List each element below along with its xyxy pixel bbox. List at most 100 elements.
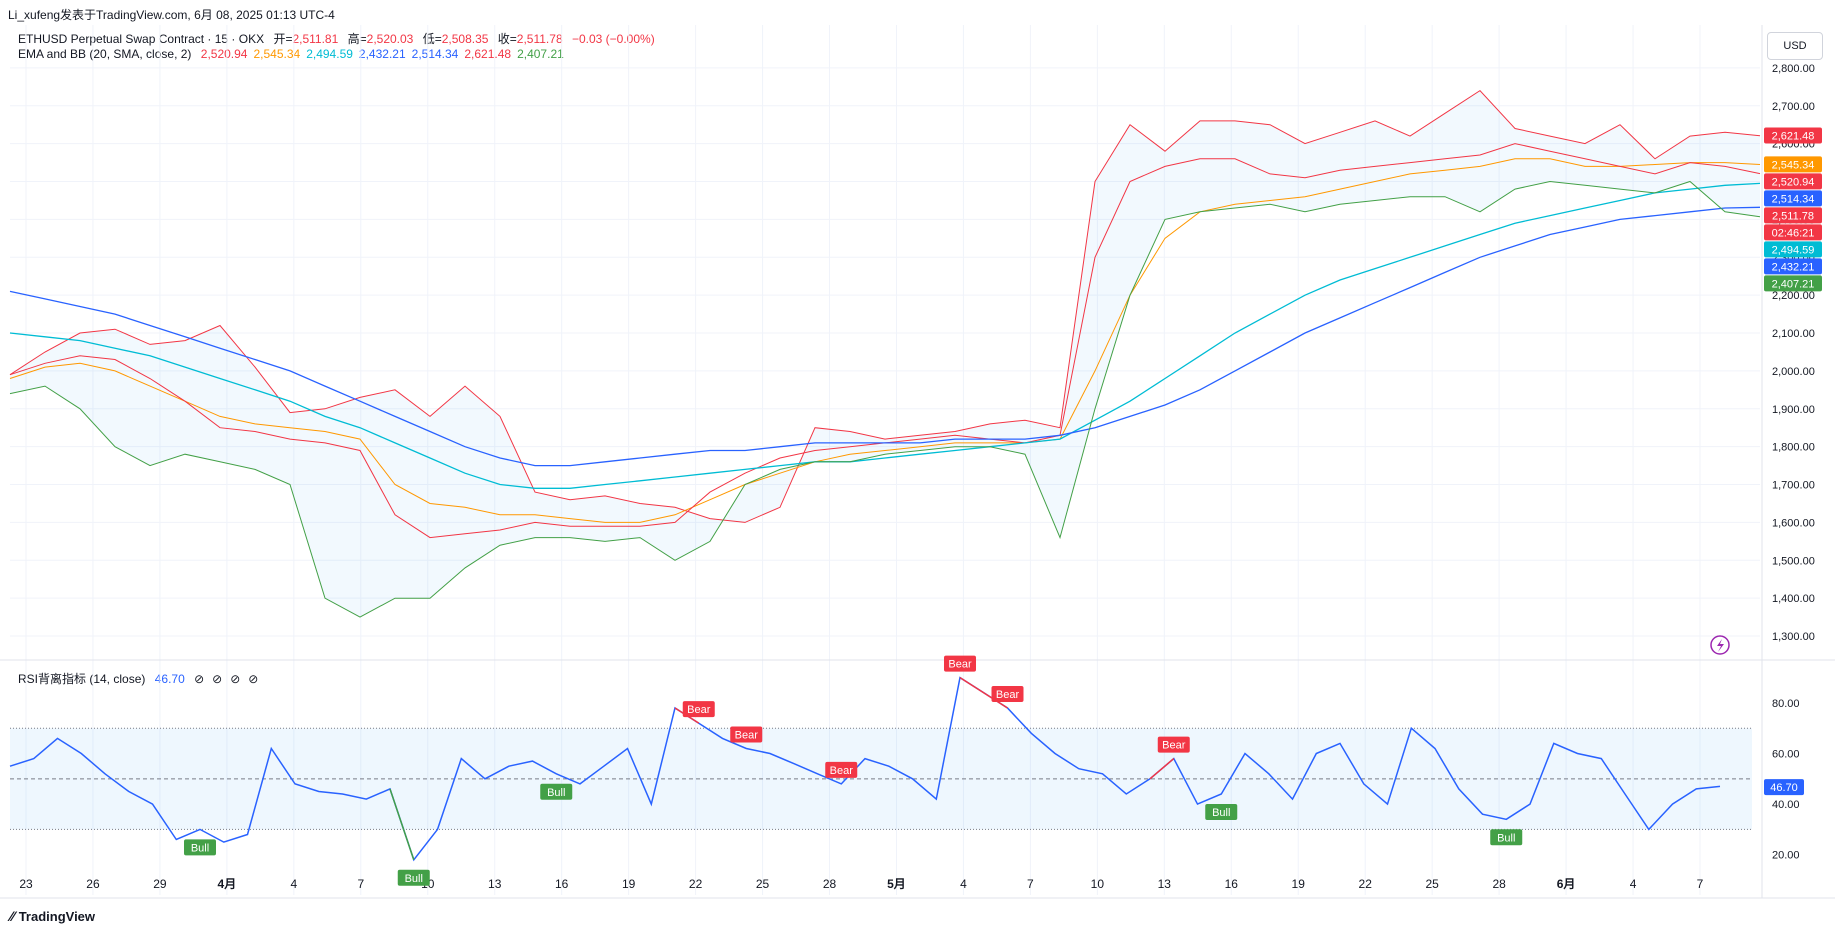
time-axis-label: 19: [622, 877, 636, 891]
signal-badge-bg: [540, 783, 573, 800]
rsi-line: [9, 676, 1721, 862]
bear-label: Bear: [730, 726, 763, 743]
price-badge: 2,511.78: [1764, 207, 1822, 224]
bear-divergence-line: [1149, 758, 1175, 780]
price-axis-label: 2,000.00: [1772, 366, 1815, 378]
price-badge-bg: [1764, 275, 1822, 292]
signal-badge-text: Bear: [830, 765, 854, 777]
signal-badge-text: Bull: [1212, 807, 1230, 819]
signal-badge-bg: [1205, 804, 1238, 820]
time-axis-label: 23: [19, 877, 33, 891]
signal-badge-text: Bull: [547, 787, 565, 799]
bb-lower-line: [9, 180, 1761, 618]
tradingview-brand: TradingView: [18, 908, 96, 924]
change-value: −0.03 (−0.00%): [571, 32, 655, 46]
open-number: 2,511.81: [292, 32, 339, 46]
hidden-icon[interactable]: ⊘: [230, 672, 241, 686]
bull-label: Bull: [184, 839, 216, 856]
price-badge-bg: [1764, 258, 1822, 275]
time-axis-label: 16: [1225, 877, 1239, 891]
price-badge-text: 02:46:21: [1772, 227, 1815, 239]
bull-label: Bull: [540, 783, 573, 800]
price-badge: 2,407.21: [1764, 275, 1822, 292]
hidden-icon[interactable]: ⊘: [194, 672, 205, 686]
ema-cyan-line: [9, 182, 1761, 489]
time-axis-label: 29: [153, 877, 167, 891]
close-number: 2,511.78: [516, 32, 563, 46]
price-axis-label: 2,200.00: [1772, 290, 1815, 302]
time-axis-label: 25: [1425, 877, 1439, 891]
time-axis-label: 4: [290, 877, 297, 891]
time-axis-label: 10: [1091, 877, 1105, 891]
open-label: 开=: [273, 32, 293, 46]
ema-legend-value: 2,494.59: [306, 47, 353, 61]
price-badge-bg: [1764, 224, 1822, 241]
ema-orange-line: [9, 158, 1761, 523]
signal-badge-bg: [825, 761, 858, 778]
divergence-signals: Bull Bull Bull Bear Bear Bear Bear Bear Bear Bull…: [184, 655, 1523, 886]
price-axis-label: 2,100.00: [1772, 328, 1815, 340]
bb-upper-line: [9, 89, 1761, 523]
low-number: 2,508.35: [441, 32, 489, 46]
close-label: 收=: [497, 32, 517, 46]
price-badge-text: 2,545.34: [1772, 159, 1815, 171]
price-badge-text: 2,621.48: [1772, 131, 1815, 143]
price-axis-label: 1,300.00: [1772, 631, 1815, 643]
price-badge-text: 2,514.34: [1772, 193, 1815, 205]
price-badge: 2,494.59: [1764, 241, 1822, 258]
time-axis-label: 28: [1492, 877, 1506, 891]
hidden-icon[interactable]: ⊘: [212, 672, 223, 686]
alert-icon[interactable]: [1710, 635, 1730, 655]
signal-badge-bg: [730, 726, 763, 743]
price-badge-bg: [1764, 207, 1822, 224]
price-badge-text: 2,494.59: [1772, 244, 1815, 256]
price-badge-text: 2,432.21: [1772, 261, 1815, 273]
price-badge-bg: [1764, 190, 1822, 207]
price-badge-bg: [1764, 127, 1822, 144]
price-badge-text: 2,520.94: [1772, 176, 1815, 188]
price-badge-bg: [1764, 156, 1822, 173]
time-axis-label: 4月: [218, 877, 237, 891]
currency-button[interactable]: USD: [1767, 32, 1823, 60]
bear-label: Bear: [944, 655, 976, 672]
price-badge: 02:46:21: [1764, 224, 1822, 241]
symbol-title[interactable]: ETHUSD Perpetual Swap Contract · 15 · OK…: [18, 32, 265, 46]
ema-legend-values: 2,520.94 2,545.34 2,494.59 2,432.21 2,514.34…: [201, 47, 570, 61]
rsi-axis-label: 40.00: [1772, 799, 1800, 811]
signal-badge-bg: [1490, 829, 1523, 846]
tradingview-logo[interactable]: ⁄⁄ TradingView: [10, 908, 95, 924]
time-axis-label: 6月: [1557, 877, 1576, 891]
signal-badge-text: Bear: [996, 689, 1020, 701]
time-axis-label: 5月: [887, 877, 906, 891]
bollinger-band-fill: [10, 90, 1760, 618]
open-value: 开=2,511.81: [273, 32, 338, 46]
ema-legend-value: 2,520.94: [200, 47, 248, 61]
hidden-icon[interactable]: ⊘: [248, 672, 259, 686]
time-axis-label: 22: [689, 877, 703, 891]
price-axis-label: 1,600.00: [1772, 517, 1815, 529]
time-axis-label: 26: [86, 877, 100, 891]
signal-badge-text: Bear: [687, 704, 711, 716]
signal-badge-text: Bull: [405, 873, 423, 885]
signal-badge-bg: [991, 686, 1024, 702]
rsi-axis-label: 20.00: [1772, 850, 1800, 862]
bear-divergence-line: [959, 677, 1008, 709]
time-axis-label: 28: [823, 877, 837, 891]
price-badge-text: 2,407.21: [1772, 278, 1815, 290]
ema-legend-value: 2,407.21: [517, 47, 564, 61]
signal-badge-bg: [1157, 736, 1190, 753]
time-axis-label: 22: [1359, 877, 1373, 891]
price-badges: 2,621.48 2,545.34 2,520.94 2,514.34 2,511.78…: [1764, 127, 1822, 796]
signal-badge-text: Bull: [1497, 832, 1515, 844]
time-axis-label: 19: [1292, 877, 1306, 891]
grid: [10, 25, 1760, 895]
price-axis-label: 2,800.00: [1772, 63, 1815, 75]
rsi-legend-title[interactable]: RSI背离指标 (14, close): [18, 672, 146, 686]
ema-legend-title[interactable]: EMA and BB (20, SMA, close, 2): [18, 47, 192, 61]
rsi-pane: [9, 676, 1752, 862]
signal-badge-text: Bear: [1162, 740, 1186, 752]
time-axis-label: 4: [1630, 877, 1637, 891]
ema-legend-value: 2,621.48: [464, 47, 512, 61]
bear-divergence-line: [674, 707, 700, 724]
